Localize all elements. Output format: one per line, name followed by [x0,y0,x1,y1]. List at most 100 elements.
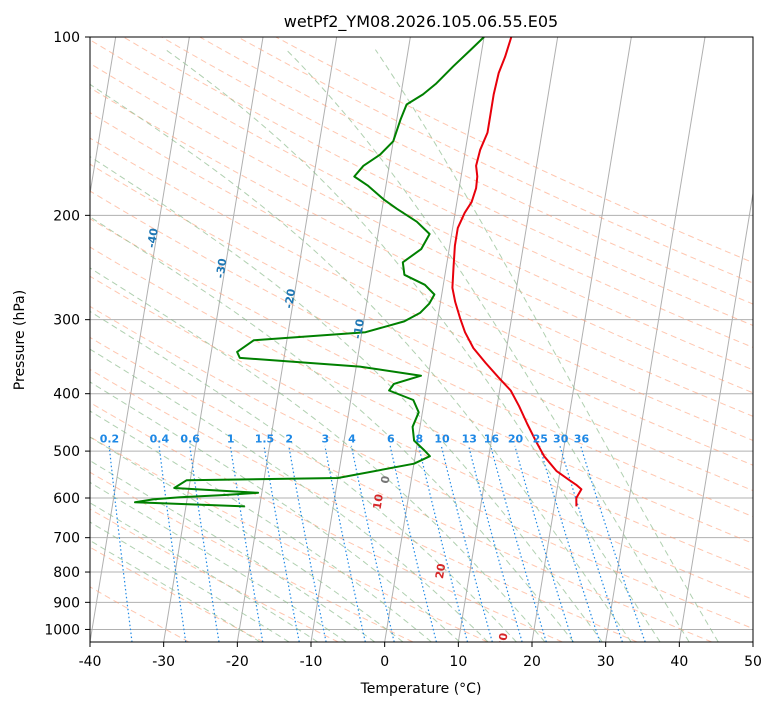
x-tick-label: 40 [670,654,688,670]
mixing-ratio-label: 4 [348,433,356,446]
moist-adiabat-line [90,381,461,642]
mixing-ratio-label: 0.6 [180,433,200,446]
mixing-ratio-label: 16 [484,433,500,446]
moist-adiabat-label: 20 [433,562,448,580]
x-tick-label: -30 [152,654,175,670]
mixing-ratio-label: 13 [462,433,477,446]
moist-adiabat-line [90,460,376,642]
mixing-ratio-label: 8 [415,433,423,446]
mixing-ratio-line [350,445,395,642]
isotherm-line [90,37,117,197]
mixing-ratio-line [324,445,366,642]
line-labels: 0.10.20.40.611.52346810131620253036-100-… [7,166,590,708]
moist-adiabat-line [90,310,517,642]
isotherm-line [752,638,753,642]
moist-adiabat-line [90,436,404,642]
dry-adiabat-line [90,401,563,642]
mixing-ratio-label: 3 [322,433,330,446]
mixing-ratio-label: 25 [533,433,548,446]
isotherm-line [678,190,753,642]
isotherm-label: -40 [145,227,161,249]
dry-adiabat-line [90,87,753,417]
dry-adiabat-line [90,436,488,642]
dry-adiabat-line [90,218,753,544]
x-tick-label: -10 [300,654,323,670]
moist-adiabat-line [90,481,347,642]
mixing-ratio-label: 0.2 [100,433,120,446]
y-tick-label: 200 [53,208,80,224]
moist-adiabat-line [90,521,290,642]
isotherm-line [531,37,632,642]
mixing-ratio-label: 20 [508,433,524,446]
dry-adiabat-line [90,305,753,630]
temperature-line [451,37,583,507]
mixing-ratio-label: 0.4 [150,433,170,446]
dry-adiabat-line [90,368,638,642]
isotherm-line [236,37,338,642]
mixing-ratio-line [490,445,547,642]
mixing-ratio-line [108,445,133,642]
isotherm-line [163,37,264,642]
x-tick-label: 20 [523,654,541,670]
profile-lines [134,37,583,508]
dry-adiabat-line [123,37,753,348]
mixing-ratio-line [158,445,187,642]
adiabat-lines [90,37,753,642]
y-axis-ticks: 100 200 300 400 500 600 700 800 900 1000 [44,30,90,638]
dry-adiabat-line [90,508,339,642]
mixing-ratio-line [468,445,523,642]
mixing-ratio-line [580,445,646,642]
isotherm-label: -60 [7,166,23,188]
mixing-ratio-line [189,445,220,642]
dry-adiabat-line [90,546,264,642]
mixing-ratio-label: 2 [285,433,293,446]
dry-adiabat-line [90,39,753,371]
y-tick-label: 300 [53,313,80,329]
y-tick-label: 800 [53,565,80,581]
isotherm-line [90,37,190,642]
isotherm-line [384,37,485,642]
dry-adiabat-line [90,471,414,642]
moist-adiabat-line [90,539,261,642]
isotherm-line [605,37,706,642]
moist-adiabat-label: 10 [371,493,386,511]
isotherm-label: -20 [282,287,298,309]
dry-adiabat-line [275,37,753,264]
mixing-ratio-line [229,445,264,642]
mixing-ratio-line [440,445,493,642]
y-tick-label: 900 [53,595,80,611]
y-axis-label: Pressure (hPa) [12,290,28,390]
isotherm-label: -10 [351,318,367,340]
isotherm-line [457,37,559,642]
y-tick-label: 1000 [44,622,80,638]
mixing-ratio-label: 30 [553,433,569,446]
moist-adiabat-label: 40 [557,701,572,708]
x-tick-label: 30 [597,654,615,670]
plot-frame [89,36,754,643]
moist-adiabat-line [90,216,574,642]
x-tick-label: 50 [744,654,762,670]
dry-adiabat-line [90,275,753,600]
mixing-ratio-label: 36 [574,433,590,446]
mixing-ratio-line [514,445,574,642]
x-axis-label: Temperature (°C) [360,681,482,697]
mixing-ratio-line [538,445,601,642]
dry-adiabat-line [90,190,753,518]
y-tick-label: 600 [53,491,80,507]
isotherm-label: -30 [213,257,229,279]
moist-adiabat-line [90,348,489,642]
plot-area: 0.10.20.40.611.52346810131620253036-100-… [7,37,753,708]
y-tick-label: 500 [53,444,80,460]
y-tick-label: 700 [53,531,80,547]
moist-adiabat-line [165,49,661,642]
mixing-ratio-line [263,445,300,642]
dry-adiabat-line [237,37,753,284]
dewpoint-line [134,37,485,508]
x-tick-label: -40 [79,654,102,670]
dry-adiabat-line [90,163,753,492]
moist-adiabat-label: 30 [495,632,510,650]
x-axis-ticks: -40 -30 -20 -10 0 10 20 30 40 50 [79,642,762,670]
mixing-ratio-line [418,445,469,642]
y-tick-label: 100 [53,30,80,46]
moist-adiabat-line [90,267,546,642]
